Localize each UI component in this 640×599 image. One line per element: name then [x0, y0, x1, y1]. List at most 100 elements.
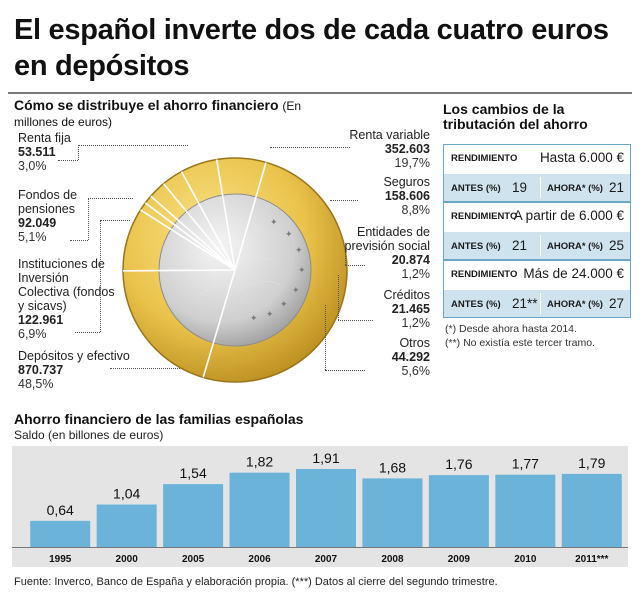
tax-rate-header: RENDIMIENTO Más de 24.000 € [444, 261, 630, 287]
pie-slice-boundary [162, 183, 236, 271]
pie-label-name: Depósitos y efectivo [18, 349, 130, 363]
pie-label-value: 44.292 [391, 350, 430, 364]
antes-value: 21** [512, 296, 538, 311]
pie-slice-boundary [122, 269, 236, 272]
bar-1995 [30, 520, 91, 547]
tax-rate-values: ANTES (%) 21 AHORA* (%) 25 [444, 232, 630, 259]
bar-section-title: Ahorro financiero de las familias españo… [14, 411, 304, 427]
pie-slice-lines [122, 159, 267, 378]
tax-rate-box-1: RENDIMIENTO Hasta 6.000 € ANTES (%) 19 A… [443, 144, 631, 202]
tax-rate-values: ANTES (%) 21** AHORA* (%) 27 [444, 290, 630, 317]
svg-text:✦: ✦ [298, 265, 306, 275]
antes-label: ANTES (%) [451, 183, 501, 194]
leader-line [270, 147, 350, 148]
pie-section-title: Cómo se distribuye el ahorro financiero … [14, 98, 314, 130]
bar-value-label: 1,79 [578, 455, 605, 471]
bar-value-label: 1,54 [179, 465, 206, 481]
leader-line [345, 245, 346, 265]
svg-text:✦: ✦ [250, 313, 258, 323]
bar-2007 [296, 469, 356, 547]
pie-label-pct: 1,2% [401, 316, 431, 330]
leader-line [325, 370, 365, 371]
rendimiento-label: RENDIMIENTO [451, 269, 518, 280]
pie-label-name: Renta variable [349, 128, 430, 142]
pie-label-prevision: Entidades de previsión social 20.874 1,2… [330, 225, 430, 281]
leader-line [330, 200, 358, 201]
tax-note-2: (**) No existía este tercer tramo. [445, 337, 595, 349]
bar-2000 [96, 504, 157, 547]
antes-value: 19 [512, 180, 528, 195]
leader-line [325, 305, 326, 370]
ahora-label: AHORA* (%) [547, 183, 603, 194]
rendimiento-label: RENDIMIENTO [451, 153, 518, 164]
bar-section-subtitle: Saldo (en billones de euros) [14, 428, 164, 442]
pie-label-depositos: Depósitos y efectivo 870.737 48,5% [18, 349, 130, 391]
bar-2005 [163, 484, 224, 547]
bar-value-label: 1,68 [379, 459, 406, 475]
pie-label-pct: 8,8% [401, 203, 431, 217]
ahora-value: 27 [608, 296, 624, 311]
euro-coin-pie: ✦✦✦ ✦✦✦ ✦✦ [122, 157, 348, 383]
leader-line [338, 320, 373, 321]
leader-line [58, 160, 78, 161]
svg-text:✦: ✦ [270, 217, 278, 227]
leader-line [100, 220, 130, 221]
pie-label-value: 53.511 [18, 145, 56, 159]
bar-category-label: 2006 [248, 554, 271, 565]
antes-value: 21 [512, 238, 528, 253]
pie-label-value: 870.737 [18, 363, 64, 377]
antes-label: ANTES (%) [451, 241, 501, 252]
leader-line [345, 265, 365, 266]
pie-label-value: 20.874 [391, 253, 430, 267]
svg-text:✦: ✦ [295, 245, 303, 255]
leader-line [88, 198, 133, 199]
leader-line [78, 145, 79, 160]
tax-rate-header: RENDIMIENTO A partir de 6.000 € [444, 203, 630, 229]
column-divider [540, 235, 541, 256]
svg-text:✦: ✦ [292, 285, 300, 295]
svg-text:✦: ✦ [266, 309, 274, 319]
tax-note-1: (*) Desde ahora hasta 2014. [445, 323, 577, 335]
tax-section-title: Los cambios de la tributación del ahorro [443, 101, 588, 132]
leader-line [100, 220, 101, 332]
pie-label-otros: Otros 44.292 5,6% [330, 336, 430, 378]
bar-value-label: 0,64 [47, 502, 74, 518]
bar-2010 [495, 474, 556, 547]
bar-2009 [428, 475, 489, 547]
tax-rate-header: RENDIMIENTO Hasta 6.000 € [444, 145, 630, 171]
pie-label-pct: 5,6% [401, 364, 431, 378]
bar-category-label: 1995 [49, 554, 72, 565]
pie-label-pct: 5,1% [18, 230, 47, 244]
ahora-label: AHORA* (%) [547, 241, 603, 252]
pie-subtitle: (En millones de euros) [14, 99, 302, 129]
ahora-label: AHORA* (%) [547, 299, 603, 310]
bar-value-label: 1,91 [312, 450, 339, 466]
pie-label-pct: 19,7% [394, 156, 430, 170]
ahora-value: 25 [608, 238, 624, 253]
tax-threshold: A partir de 6.000 € [513, 208, 624, 223]
bar-chart-axis [12, 547, 628, 548]
title-divider [8, 92, 632, 94]
pie-label-value: 158.606 [384, 189, 430, 203]
tax-rate-box-3: RENDIMIENTO Más de 24.000 € ANTES (%) 21… [443, 260, 631, 318]
bar-value-label: 1,76 [445, 456, 472, 472]
pie-label-name: Renta fija [18, 131, 71, 145]
bar-category-label: 2009 [448, 554, 471, 565]
rendimiento-label: RENDIMIENTO [451, 211, 518, 222]
pie-slice-boundary [234, 162, 267, 271]
pie-label-name: Seguros [383, 175, 430, 189]
tax-rate-box-2: RENDIMIENTO A partir de 6.000 € ANTES (%… [443, 202, 631, 260]
bar-category-label: 2010 [514, 554, 537, 565]
pie-label-value: 122.961 [18, 313, 64, 327]
bar-value-label: 1,82 [246, 454, 273, 470]
pie-slice-boundary [202, 269, 236, 378]
pie-title: Cómo se distribuye el ahorro financiero [14, 97, 279, 113]
leader-line [70, 240, 88, 241]
bar-2006 [229, 472, 290, 547]
pie-slice-boundary [215, 159, 236, 271]
pie-slice-boundary [150, 195, 236, 271]
bar-category-label: 2000 [116, 554, 139, 565]
pie-label-name: Instituciones de Inversión Colectiva (fo… [18, 257, 115, 313]
pie-label-name: Créditos [383, 288, 430, 302]
